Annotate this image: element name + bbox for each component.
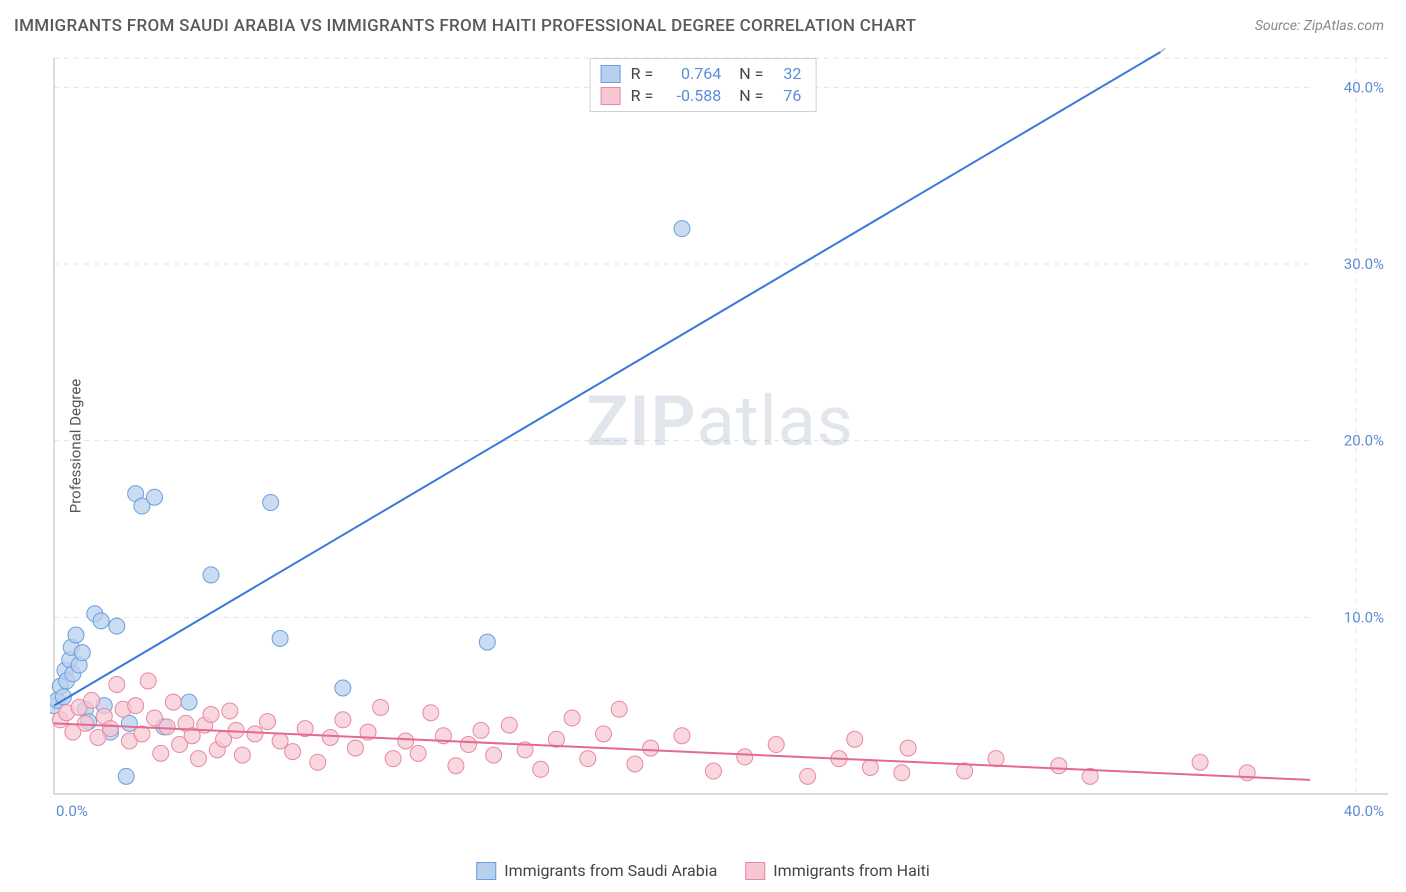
swatch-haiti-icon	[601, 87, 621, 105]
page-title: IMMIGRANTS FROM SAUDI ARABIA VS IMMIGRAN…	[14, 16, 916, 36]
source-attribution: Source: ZipAtlas.com	[1255, 18, 1384, 34]
scatter-svg: 10.0% 20.0% 30.0% 40.0% 0.0% 40.0%	[50, 48, 1390, 828]
swatch-haiti-icon	[745, 862, 765, 880]
r-value-saudi: 0.764	[663, 63, 721, 85]
legend-item-haiti: Immigrants from Haiti	[745, 861, 929, 880]
bottom-legend: Immigrants from Saudi Arabia Immigrants …	[476, 861, 930, 880]
n-value-haiti: 76	[773, 85, 801, 107]
corr-row-saudi: R = 0.764 N = 32	[601, 63, 802, 85]
swatch-saudi-icon	[601, 65, 621, 83]
chart-plot-area: 10.0%20.0%30.0%40.0%0.0%40.0% ZIPatlas	[50, 48, 1390, 828]
svg-text:40.0%: 40.0%	[1344, 78, 1384, 96]
n-label: N =	[739, 85, 763, 107]
svg-text:10.0%: 10.0%	[1344, 608, 1384, 626]
r-value-haiti: -0.588	[663, 85, 721, 107]
r-label: R =	[631, 85, 654, 107]
svg-text:20.0%: 20.0%	[1344, 432, 1384, 450]
n-value-saudi: 32	[773, 63, 801, 85]
svg-text:0.0%: 0.0%	[56, 802, 88, 820]
r-label: R =	[631, 63, 654, 85]
legend-item-saudi: Immigrants from Saudi Arabia	[476, 861, 717, 880]
correlation-legend: R = 0.764 N = 32 R = -0.588 N = 76	[590, 58, 817, 112]
svg-text:40.0%: 40.0%	[1344, 802, 1384, 820]
n-label: N =	[739, 63, 763, 85]
legend-label-saudi: Immigrants from Saudi Arabia	[504, 861, 717, 880]
legend-label-haiti: Immigrants from Haiti	[773, 861, 929, 880]
svg-text:30.0%: 30.0%	[1344, 255, 1384, 273]
corr-row-haiti: R = -0.588 N = 76	[601, 85, 802, 107]
swatch-saudi-icon	[476, 862, 496, 880]
